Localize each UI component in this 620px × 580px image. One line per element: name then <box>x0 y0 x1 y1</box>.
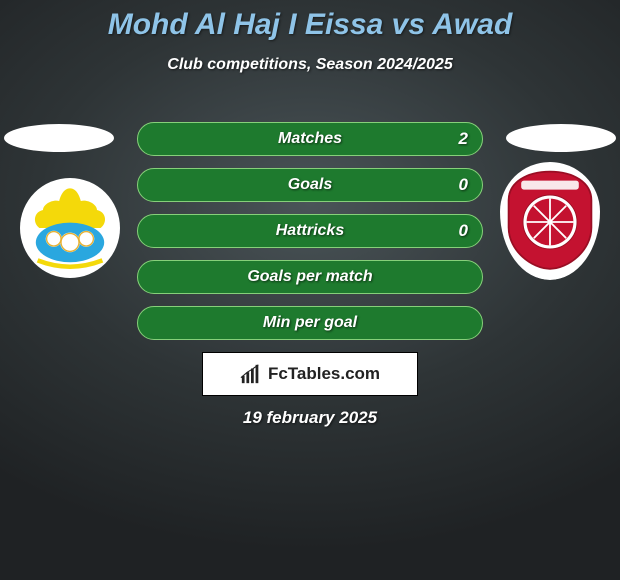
left-team-crest <box>20 178 120 278</box>
stat-row-min-per-goal: Min per goal <box>137 306 483 340</box>
stat-row-hattricks: Hattricks 0 <box>137 214 483 248</box>
stat-label: Goals per match <box>247 268 372 286</box>
stat-row-matches: Matches 2 <box>137 122 483 156</box>
date-text: 19 february 2025 <box>0 408 620 428</box>
stat-row-goals-per-match: Goals per match <box>137 260 483 294</box>
site-attribution-badge: FcTables.com <box>202 352 418 396</box>
bar-chart-icon <box>240 363 262 385</box>
stat-value: 0 <box>459 221 468 241</box>
page-title: Mohd Al Haj I Eissa vs Awad <box>0 0 620 42</box>
stat-label: Hattricks <box>276 222 344 240</box>
site-name-text: FcTables.com <box>268 364 380 384</box>
infographic-content: Mohd Al Haj I Eissa vs Awad Club competi… <box>0 0 620 580</box>
left-ellipse-decoration <box>4 124 114 152</box>
stat-value: 2 <box>459 129 468 149</box>
right-ellipse-decoration <box>506 124 616 152</box>
al-gharafa-crest-icon <box>25 183 115 273</box>
stat-value: 0 <box>459 175 468 195</box>
stat-label: Matches <box>278 130 342 148</box>
right-team-crest <box>500 162 600 280</box>
stat-label: Min per goal <box>263 314 357 332</box>
shield-crest-icon <box>505 168 595 274</box>
page-subtitle: Club competitions, Season 2024/2025 <box>0 56 620 74</box>
stats-table: Matches 2 Goals 0 Hattricks 0 Goals per … <box>137 122 483 352</box>
stat-row-goals: Goals 0 <box>137 168 483 202</box>
stat-label: Goals <box>288 176 332 194</box>
